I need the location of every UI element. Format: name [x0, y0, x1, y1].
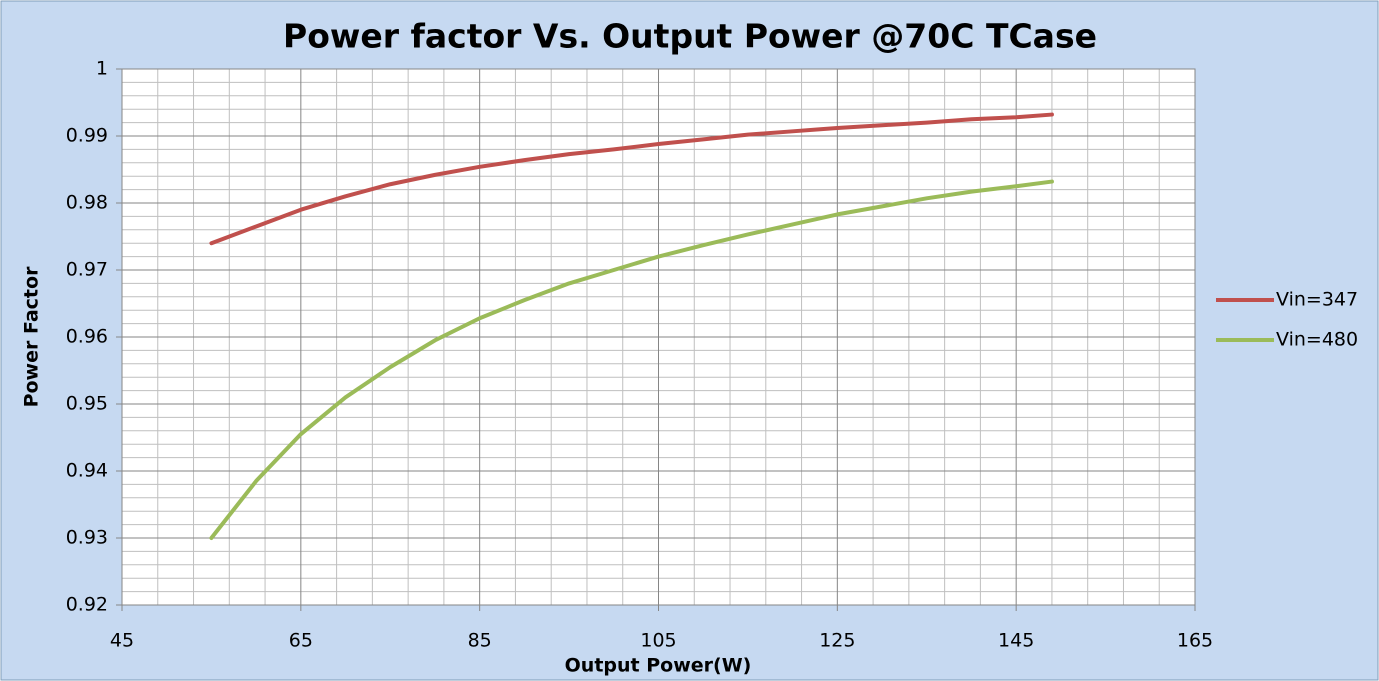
- plot-border: [121, 68, 1196, 606]
- x-axis-label: Output Power(W): [565, 655, 752, 677]
- y-tick-label: 0.97: [66, 259, 108, 281]
- y-tick-label: 0.96: [66, 326, 108, 348]
- series-line: [209, 112, 1054, 246]
- y-axis-label: Power Factor: [21, 266, 43, 407]
- x-tick-label: 145: [998, 630, 1034, 652]
- y-tick-label: 0.92: [66, 594, 108, 616]
- y-tick-label: 0.98: [66, 192, 108, 214]
- series-line: [209, 179, 1054, 540]
- x-tick-label: 125: [819, 630, 855, 652]
- y-tick-label: 0.95: [66, 393, 108, 415]
- x-tick-label: 85: [468, 630, 492, 652]
- legend-label: Vin=480: [1276, 329, 1358, 351]
- x-tick-label: 65: [289, 630, 313, 652]
- x-tick-label: 105: [640, 630, 676, 652]
- legend-label: Vin=347: [1276, 289, 1358, 311]
- x-tick-label: 165: [1177, 630, 1213, 652]
- x-tick-label: 45: [110, 630, 134, 652]
- y-tick-label: 0.93: [66, 527, 108, 549]
- y-tick-label: 0.99: [66, 125, 108, 147]
- chart-title: Power factor Vs. Output Power @70C TCase: [283, 17, 1097, 56]
- y-tick-label: 1: [96, 58, 108, 80]
- y-tick-label: 0.94: [66, 460, 108, 482]
